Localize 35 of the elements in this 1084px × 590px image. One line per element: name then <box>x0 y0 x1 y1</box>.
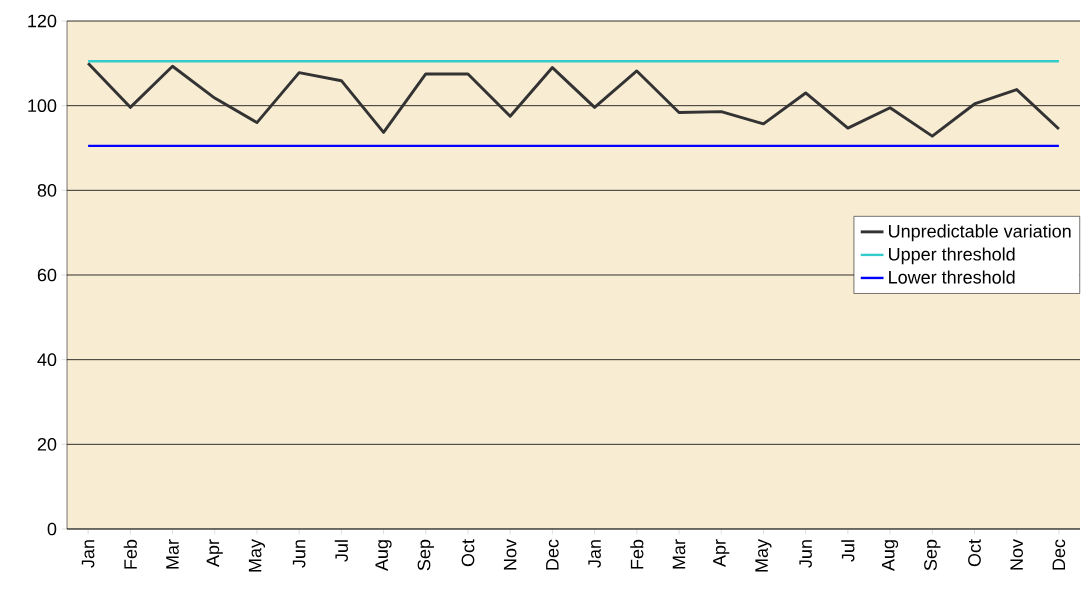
y-tick-label: 40 <box>37 353 57 367</box>
x-tick-label: May <box>755 539 772 572</box>
x-tick-label: Jun <box>292 540 306 568</box>
x-tick-label: Aug <box>882 540 899 572</box>
x-tick-label: Mar <box>166 539 179 569</box>
x-tick-label: Apr <box>713 539 730 568</box>
x-tick-label: Nov <box>1010 539 1023 570</box>
x-tick-label: Dec <box>1052 539 1066 570</box>
x-tick-label: Jul <box>334 540 348 562</box>
x-tick-label: Jan <box>81 540 95 568</box>
y-tick-label: 120 <box>28 14 57 28</box>
x-tick-label: Jun <box>799 540 812 568</box>
x-tick-label: Apr <box>206 539 223 568</box>
x-tick-label: Feb <box>123 539 137 569</box>
x-tick-label: Sep <box>924 539 941 571</box>
y-tick-label: 60 <box>37 268 57 282</box>
x-tick-label: Jan <box>588 540 601 568</box>
y-tick-label: 0 <box>47 522 57 536</box>
y-tick-label: 100 <box>28 99 57 113</box>
y-tick-label: 80 <box>37 183 57 197</box>
x-tick-label: Mar <box>672 539 686 569</box>
x-tick-label: Feb <box>630 539 644 569</box>
x-tick-label: Oct <box>461 539 475 567</box>
x-tick-label: Sep <box>417 539 434 571</box>
x-tick-label: Dec <box>546 539 559 570</box>
x-tick-label: Aug <box>375 540 392 572</box>
line-series <box>86 61 1061 138</box>
legend-label: Upper threshold <box>889 247 1015 265</box>
legend-label: Lower threshold <box>889 270 1015 284</box>
x-tick-label: Oct <box>968 539 981 567</box>
x-tick-label: Nov <box>503 539 517 570</box>
x-tick-label: May <box>248 539 266 572</box>
y-tick-label: 20 <box>37 437 57 451</box>
x-tick-label: Jul <box>841 540 855 562</box>
legend-label: Unpredictable variation <box>889 224 1071 242</box>
